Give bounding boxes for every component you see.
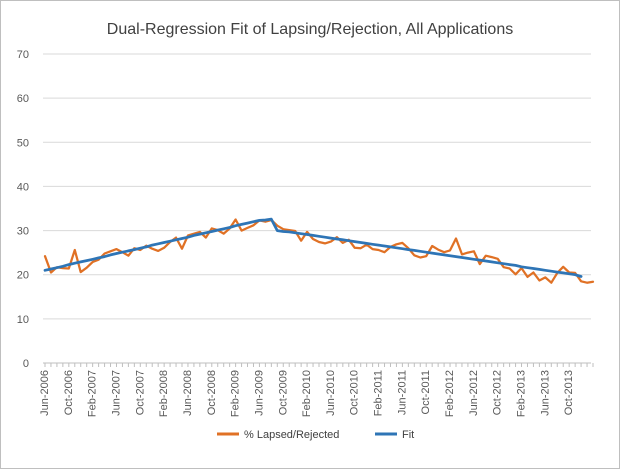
x-tick-label: Oct-2011 (420, 370, 432, 414)
x-tick-label: Oct-2008 (206, 370, 218, 415)
y-tick-label: 10 (17, 314, 29, 326)
x-tick-label: Feb-2010 (301, 370, 313, 417)
x-tick-label: Oct-2010 (349, 370, 361, 415)
x-tick-label: Oct-2007 (134, 370, 146, 415)
x-tick-label: Jun-2009 (253, 370, 265, 416)
x-tick-label: Feb-2009 (230, 370, 242, 417)
x-tick-label: Jun-2012 (468, 370, 480, 416)
y-axis: 0 10 20 30 40 50 60 70 (17, 49, 29, 370)
x-tick-label: Jun-2010 (325, 370, 337, 416)
x-tick-label: Feb-2012 (444, 370, 456, 417)
legend[interactable]: % Lapsed/Rejected Fit (217, 429, 414, 441)
x-tick-label: Oct-2006 (63, 370, 75, 415)
x-tick-label: Feb-2007 (87, 370, 99, 417)
y-tick-label: 0 (23, 358, 29, 370)
x-tick-label: Jun-2013 (539, 370, 551, 416)
x-tick-label: Feb-2011 (373, 370, 385, 416)
x-tick-label: Feb-2008 (158, 370, 170, 417)
gridlines (43, 53, 591, 364)
y-tick-label: 70 (17, 49, 29, 61)
x-tick-label: Oct-2013 (563, 370, 575, 415)
x-tick-label: Jun-2008 (182, 370, 194, 416)
y-tick-label: 60 (17, 93, 29, 105)
x-tick-label: Oct-2009 (277, 370, 289, 415)
series-layer (43, 217, 595, 284)
x-tick-label: Jun-2006 (39, 370, 51, 416)
legend-label-fit[interactable]: Fit (402, 429, 414, 441)
x-axis: Jun-2006 Oct-2006 Feb-2007 Jun-2007 Oct-2007… (39, 363, 594, 417)
legend-label-lapsed-rejected[interactable]: % Lapsed/Rejected (244, 429, 339, 441)
y-tick-label: 40 (17, 181, 29, 193)
y-tick-label: 20 (17, 270, 29, 282)
y-tick-label: 50 (17, 137, 29, 149)
chart-title: Dual-Regression Fit of Lapsing/Rejection… (107, 21, 513, 38)
y-tick-label: 30 (17, 226, 29, 238)
x-tick-label: Feb-2013 (516, 370, 528, 417)
x-tick-label: Jun-2011 (396, 370, 408, 415)
x-tick-label: Oct-2012 (492, 370, 504, 415)
series-line-fit (43, 217, 583, 278)
x-tick-label: Jun-2007 (110, 370, 122, 416)
